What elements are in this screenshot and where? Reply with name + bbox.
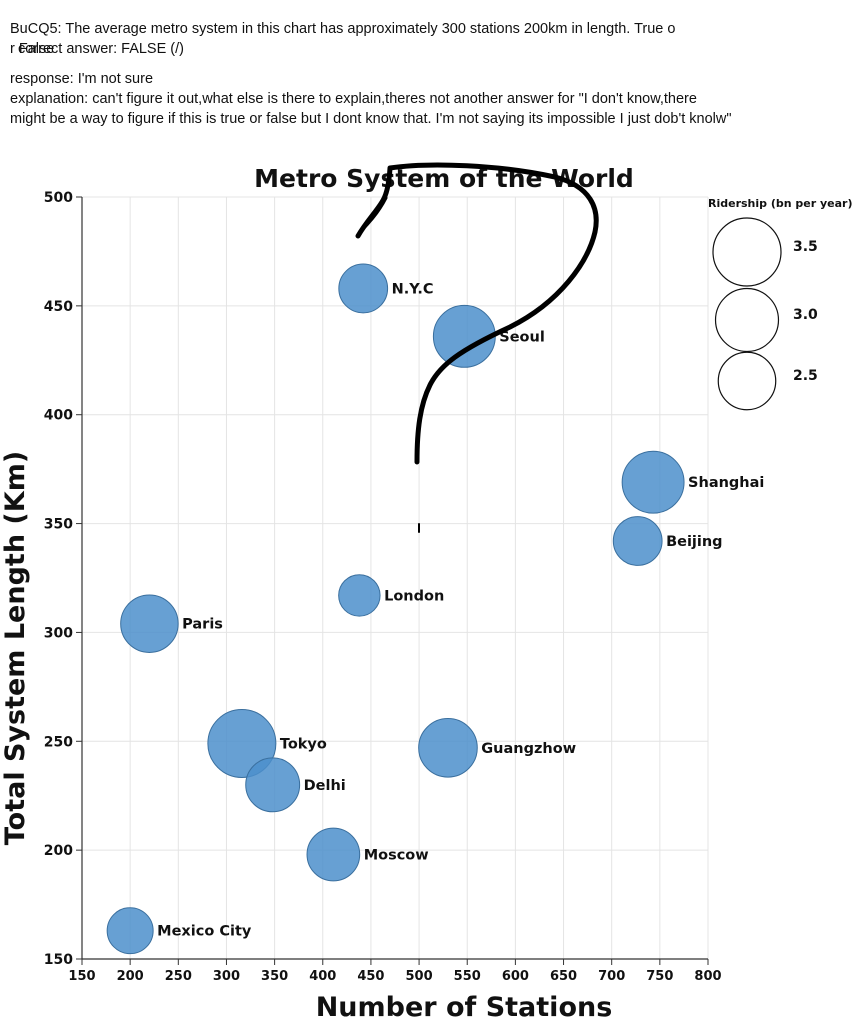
axes: 150 200 250 300 350 400 450 500 550 600 650 700 750 8… bbox=[44, 190, 722, 984]
bubble-mexico-city bbox=[106, 907, 154, 955]
bubble-guangzhow bbox=[418, 718, 478, 778]
legend-circle bbox=[714, 287, 780, 353]
point-label: London bbox=[384, 588, 444, 604]
point-label: Beijing bbox=[666, 534, 723, 550]
x-tick-label: 800 bbox=[694, 969, 721, 984]
bubble-shanghai bbox=[621, 450, 685, 514]
x-tick-label: 200 bbox=[117, 969, 144, 984]
point-labels: N.Y.C Seoul Shanghai Beijing London Paris Toky… bbox=[157, 281, 764, 939]
y-tick-label: 450 bbox=[44, 299, 73, 315]
x-tick-label: 150 bbox=[68, 969, 95, 984]
y-tick-label: 400 bbox=[44, 408, 73, 424]
bubbles bbox=[106, 263, 685, 955]
bubble-paris bbox=[120, 594, 179, 653]
y-tick-label: 350 bbox=[44, 517, 73, 533]
point-label: Seoul bbox=[499, 329, 545, 345]
point-label: Tokyo bbox=[280, 736, 327, 752]
y-tick-label: 250 bbox=[44, 734, 73, 750]
explanation-line-2: might be a way to figure if this is true… bbox=[10, 111, 732, 127]
point-label: Guangzhow bbox=[481, 741, 576, 757]
bubble-delhi bbox=[245, 757, 301, 813]
handwritten-scribble bbox=[355, 162, 599, 533]
x-tick-label: 650 bbox=[550, 969, 577, 984]
correct-answer-text: correct answer: FALSE (/) bbox=[18, 41, 184, 57]
legend-title: Ridership (bn per year) bbox=[708, 197, 853, 210]
y-tick-label: 150 bbox=[44, 952, 73, 968]
point-label: Moscow bbox=[364, 847, 429, 863]
point-label: Paris bbox=[182, 617, 223, 633]
x-tick-label: 750 bbox=[646, 969, 673, 984]
point-label: Mexico City bbox=[157, 924, 252, 940]
point-label: Shanghai bbox=[688, 475, 764, 491]
x-tick-label: 700 bbox=[598, 969, 625, 984]
x-tick-label: 300 bbox=[213, 969, 240, 984]
y-tick-label: 500 bbox=[44, 190, 73, 206]
legend-label: 3.0 bbox=[793, 307, 818, 323]
y-tick-label: 300 bbox=[44, 625, 73, 641]
x-tick-label: 400 bbox=[309, 969, 336, 984]
chart-title: Metro System of the World bbox=[254, 164, 634, 193]
question-text: BuCQ5: The average metro system in this … bbox=[10, 21, 676, 37]
y-axis-label: Total System Length (Km) bbox=[0, 451, 31, 845]
bubble-beijing bbox=[612, 516, 663, 566]
explanation-line-1: explanation: can't figure it out,what el… bbox=[10, 91, 697, 107]
legend-circle bbox=[717, 351, 777, 411]
x-axis-label: Number of Stations bbox=[316, 992, 613, 1023]
x-tick-label: 450 bbox=[357, 969, 384, 984]
bubble-tokyo bbox=[207, 708, 277, 778]
point-label: Delhi bbox=[304, 778, 346, 794]
point-label: N.Y.C bbox=[392, 281, 434, 297]
x-tick-label: 500 bbox=[406, 969, 433, 984]
bubble-london bbox=[338, 574, 381, 617]
grid-lines bbox=[81, 196, 709, 960]
response-text: response: I'm not sure bbox=[10, 71, 154, 87]
legend-label: 2.5 bbox=[793, 368, 818, 384]
x-tick-label: 350 bbox=[261, 969, 288, 984]
x-tick-label: 600 bbox=[502, 969, 529, 984]
legend-label: 3.5 bbox=[793, 239, 818, 255]
x-tick-label: 250 bbox=[165, 969, 192, 984]
bubble-moscow bbox=[306, 827, 361, 882]
legend-circle bbox=[712, 217, 782, 287]
x-tick-label: 550 bbox=[454, 969, 481, 984]
y-tick-label: 200 bbox=[44, 843, 73, 859]
bubble-n-y-c bbox=[338, 263, 389, 314]
question-text-wrap: r False bbox=[10, 41, 55, 57]
size-legend: Ridership (bn per year) 3.5 3.0 2.5 bbox=[708, 197, 853, 411]
